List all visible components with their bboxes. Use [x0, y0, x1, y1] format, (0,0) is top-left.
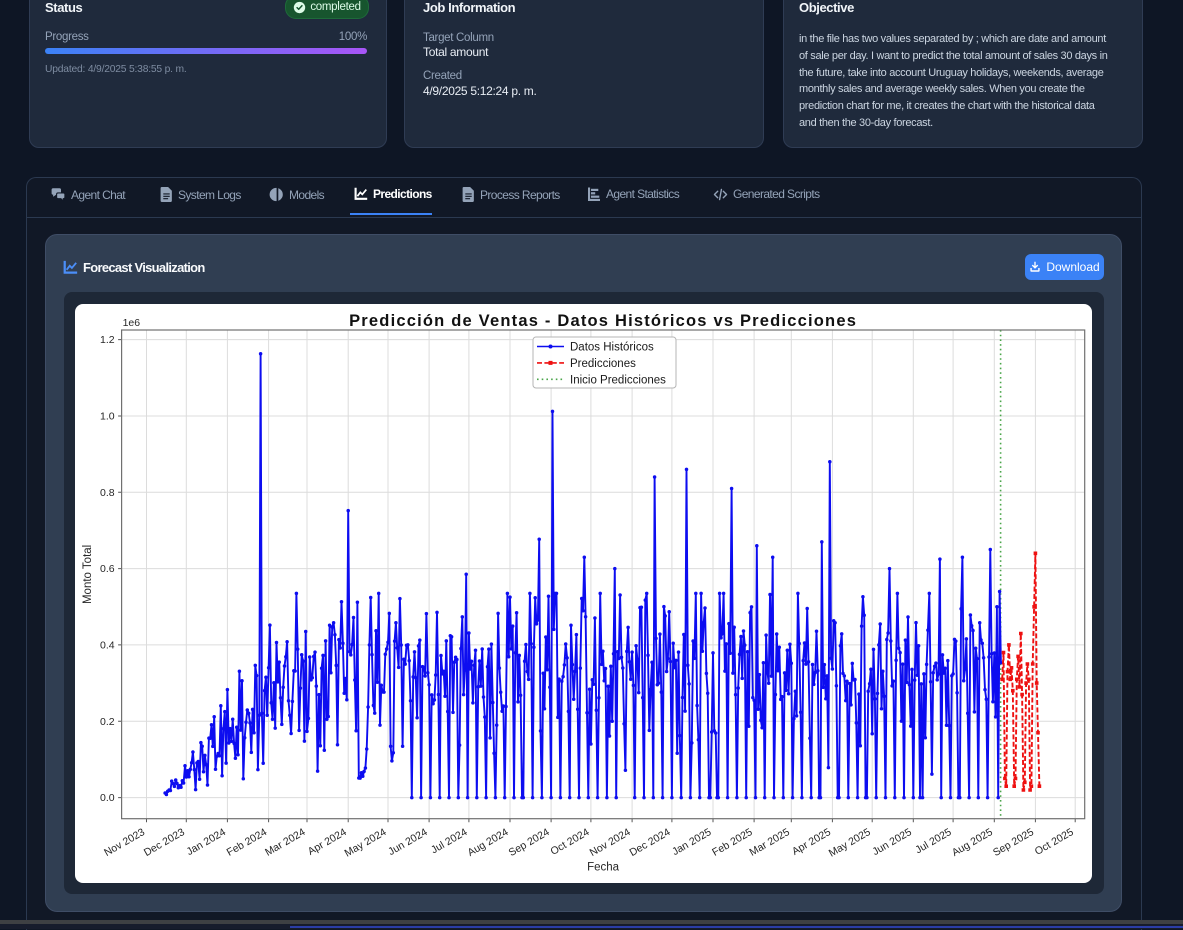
svg-text:Jan 2025: Jan 2025 — [670, 826, 714, 858]
svg-text:Apr 2025: Apr 2025 — [790, 826, 833, 858]
svg-text:Aug 2025: Aug 2025 — [950, 826, 995, 859]
svg-text:0.4: 0.4 — [100, 640, 115, 652]
svg-text:1.2: 1.2 — [100, 334, 115, 346]
svg-text:Monto Total: Monto Total — [82, 545, 94, 604]
svg-text:1.0: 1.0 — [100, 411, 115, 423]
svg-text:Mar 2024: Mar 2024 — [263, 826, 308, 859]
svg-text:Fecha: Fecha — [587, 862, 620, 874]
svg-text:Oct 2024: Oct 2024 — [548, 826, 591, 858]
svg-text:May 2024: May 2024 — [343, 826, 389, 860]
svg-text:0.2: 0.2 — [100, 716, 115, 728]
svg-text:Nov 2024: Nov 2024 — [588, 826, 633, 859]
svg-text:Aug 2024: Aug 2024 — [466, 826, 511, 859]
svg-text:Jun 2025: Jun 2025 — [870, 826, 914, 858]
svg-text:Predicciones: Predicciones — [570, 358, 636, 370]
svg-text:Sep 2025: Sep 2025 — [991, 826, 1036, 859]
svg-text:Predicción de Ventas - Datos H: Predicción de Ventas - Datos Históricos … — [349, 312, 857, 330]
svg-text:Dec 2024: Dec 2024 — [627, 826, 672, 859]
svg-text:Apr 2024: Apr 2024 — [306, 826, 349, 858]
svg-text:Nov 2023: Nov 2023 — [102, 826, 147, 859]
svg-text:Jul 2025: Jul 2025 — [913, 826, 954, 856]
svg-text:Jun 2024: Jun 2024 — [386, 826, 430, 858]
svg-text:Inicio Predicciones: Inicio Predicciones — [570, 374, 666, 386]
svg-text:0.8: 0.8 — [100, 487, 115, 499]
svg-text:0.0: 0.0 — [100, 792, 115, 804]
svg-text:0.6: 0.6 — [100, 563, 115, 575]
svg-text:Datos Históricos: Datos Históricos — [570, 342, 654, 354]
svg-text:Jan 2024: Jan 2024 — [184, 826, 228, 858]
svg-text:Sep 2024: Sep 2024 — [507, 826, 552, 859]
svg-text:Feb 2024: Feb 2024 — [225, 826, 270, 859]
svg-text:Jul 2024: Jul 2024 — [429, 826, 470, 856]
svg-text:1e6: 1e6 — [123, 317, 141, 329]
svg-text:May 2025: May 2025 — [827, 826, 873, 860]
svg-text:Mar 2025: Mar 2025 — [747, 826, 792, 859]
svg-text:Dec 2023: Dec 2023 — [142, 826, 187, 859]
svg-text:Oct 2025: Oct 2025 — [1033, 826, 1076, 858]
svg-text:Feb 2025: Feb 2025 — [710, 826, 755, 859]
